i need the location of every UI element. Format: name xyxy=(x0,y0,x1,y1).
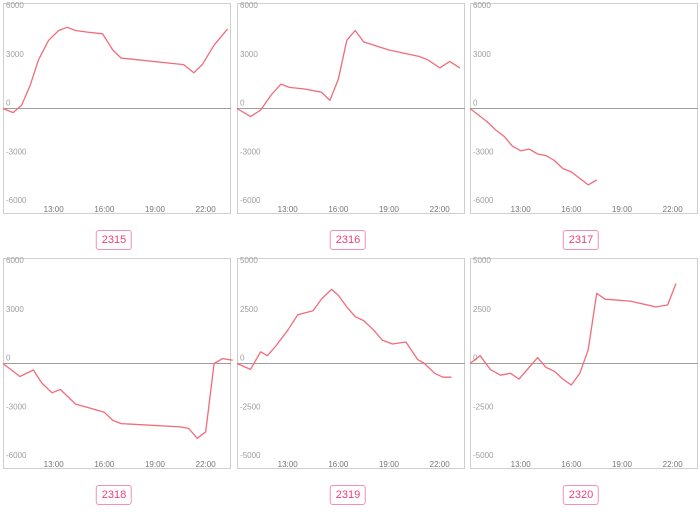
y-tick-label: -5000 xyxy=(240,451,261,460)
y-tick-label: 6000 xyxy=(6,256,24,265)
chart-panel-2320: 5000 2500 0 -2500 -5000 13:00 16:00 19:00 22:00 xyxy=(469,256,698,469)
chart-panel-2317: 6000 3000 0 -3000 -6000 13:00 16:00 19:00 22:00 xyxy=(469,1,698,214)
x-tick-label: 19:00 xyxy=(145,460,166,469)
y-tick-label: 6000 xyxy=(6,1,24,10)
y-tick-label: 0 xyxy=(473,354,478,363)
x-tick-label: 16:00 xyxy=(94,205,115,214)
x-tick-label: 16:00 xyxy=(561,460,582,469)
y-tick-label: -3000 xyxy=(240,147,261,156)
y-tick-label: 3000 xyxy=(6,50,24,59)
x-tick-label: 19:00 xyxy=(379,205,400,214)
x-tick-label: 13:00 xyxy=(511,205,532,214)
y-tick-label: 3000 xyxy=(473,50,491,59)
x-tick-label: 13:00 xyxy=(44,460,65,469)
x-tick-label: 22:00 xyxy=(663,205,684,214)
chart-id-tag[interactable]: 2320 xyxy=(562,485,600,505)
x-tick-label: 19:00 xyxy=(145,205,166,214)
y-tick-label: 0 xyxy=(473,99,478,108)
series-line xyxy=(469,283,677,386)
y-tick-label: -2500 xyxy=(473,402,494,411)
x-tick-label: 16:00 xyxy=(328,205,349,214)
chart-id-tag[interactable]: 2319 xyxy=(329,485,367,505)
chart-svg: 6000 3000 0 -3000 -6000 13:00 16:00 19:00 22:00 xyxy=(469,1,698,214)
x-tick-label: 22:00 xyxy=(430,205,451,214)
series-line xyxy=(236,288,452,378)
chart-svg: 6000 3000 0 -3000 -6000 13:00 16:00 19:00 22:00 xyxy=(2,1,231,214)
x-tick-label: 13:00 xyxy=(278,205,299,214)
y-tick-label: -6000 xyxy=(473,196,494,205)
chart-svg: 6000 3000 0 -3000 -6000 13:00 16:00 19:00 22:00 xyxy=(2,256,233,469)
y-tick-label: 3000 xyxy=(240,50,258,59)
series-line xyxy=(2,26,229,114)
chart-svg: 6000 3000 0 -3000 -6000 13:00 16:00 19:00 22:00 xyxy=(236,1,465,214)
chart-id-tag[interactable]: 2316 xyxy=(329,230,367,250)
x-tick-label: 19:00 xyxy=(612,205,633,214)
chart-panel-2318: 6000 3000 0 -3000 -6000 13:00 16:00 19:00 22:00 xyxy=(2,256,233,469)
y-tick-label: 5000 xyxy=(240,256,258,265)
y-tick-label: 2500 xyxy=(473,305,491,314)
x-tick-label: 16:00 xyxy=(94,460,115,469)
chart-panel-2315: 6000 3000 0 -3000 -6000 13:00 16:00 19:00 22:00 xyxy=(2,1,231,214)
y-tick-label: -6000 xyxy=(240,196,261,205)
chart-svg: 5000 2500 0 -2500 -5000 13:00 16:00 19:00 22:00 xyxy=(236,256,465,469)
x-tick-label: 13:00 xyxy=(44,205,65,214)
y-tick-label: -6000 xyxy=(6,196,27,205)
series-line xyxy=(236,29,461,118)
y-tick-label: 3000 xyxy=(6,305,24,314)
x-tick-label: 13:00 xyxy=(278,460,299,469)
x-tick-label: 13:00 xyxy=(511,460,532,469)
x-tick-label: 16:00 xyxy=(328,460,349,469)
series-line xyxy=(469,107,598,186)
chart-panel-2316: 6000 3000 0 -3000 -6000 13:00 16:00 19:00 22:00 xyxy=(236,1,465,214)
y-tick-label: -3000 xyxy=(6,402,27,411)
y-tick-label: 2500 xyxy=(240,305,258,314)
chart-panel-2319: 5000 2500 0 -2500 -5000 13:00 16:00 19:00 22:00 xyxy=(236,256,465,469)
y-tick-label: 0 xyxy=(6,99,11,108)
x-tick-label: 22:00 xyxy=(430,460,451,469)
chart-id-tag[interactable]: 2315 xyxy=(95,230,133,250)
y-tick-label: -3000 xyxy=(6,147,27,156)
chart-id-tag[interactable]: 2318 xyxy=(95,485,133,505)
y-tick-label: -3000 xyxy=(473,147,494,156)
y-tick-label: -6000 xyxy=(6,451,27,460)
y-tick-label: 5000 xyxy=(473,256,491,265)
x-tick-label: 22:00 xyxy=(196,205,217,214)
y-tick-label: 6000 xyxy=(240,1,258,10)
y-tick-label: -5000 xyxy=(473,451,494,460)
y-tick-label: 0 xyxy=(240,354,245,363)
x-tick-label: 16:00 xyxy=(561,205,582,214)
x-tick-label: 22:00 xyxy=(196,460,217,469)
chart-svg: 5000 2500 0 -2500 -5000 13:00 16:00 19:00 22:00 xyxy=(469,256,698,469)
x-tick-label: 19:00 xyxy=(612,460,633,469)
y-tick-label: 0 xyxy=(240,99,245,108)
y-tick-label: 0 xyxy=(6,354,11,363)
chart-id-tag[interactable]: 2317 xyxy=(562,230,600,250)
y-tick-label: 6000 xyxy=(473,1,491,10)
series-line xyxy=(2,357,233,439)
y-tick-label: -2500 xyxy=(240,402,261,411)
x-tick-label: 19:00 xyxy=(379,460,400,469)
x-tick-label: 22:00 xyxy=(663,460,684,469)
